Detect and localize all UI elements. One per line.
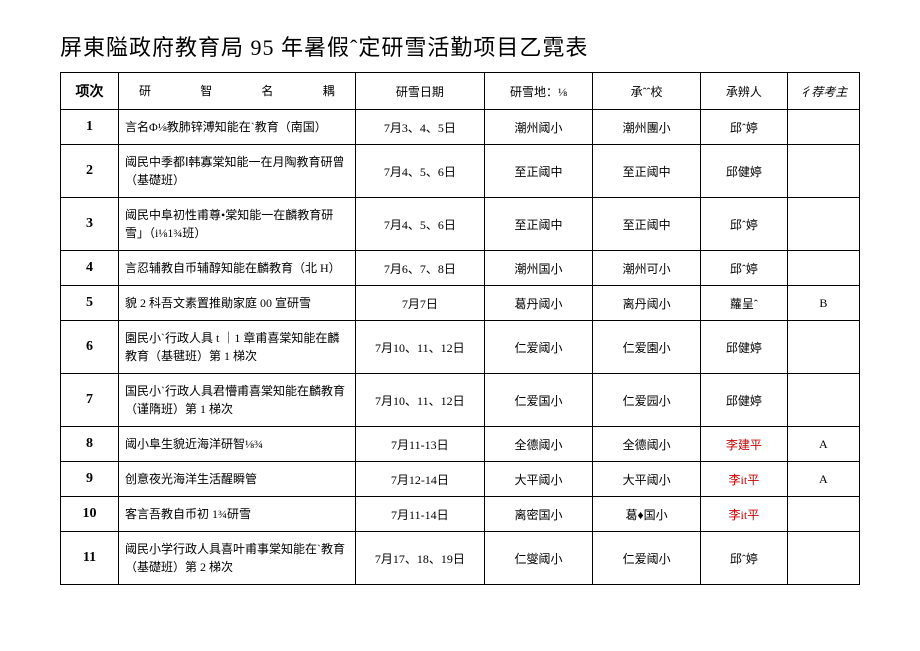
cell-date: 7月10、11、12日 — [355, 321, 484, 374]
table-header-row: 项次 研 智 名 耦 研雪日期 研雪地：⅛ 承ˆˆ校 承辨人 彳荐考主 — [61, 73, 860, 110]
cell-idx: 11 — [61, 532, 119, 585]
header-idx: 项次 — [61, 73, 119, 110]
cell-pers: 李it平 — [701, 462, 788, 497]
cell-pers: 李it平 — [701, 497, 788, 532]
cell-name: 貌 2 科吾文素置推勛家庭 00 宣研雪 — [119, 286, 356, 321]
cell-pers: 邱ˆ婷 — [701, 198, 788, 251]
cell-host: 仁爱阈小 — [593, 532, 701, 585]
cell-host: 潮州可小 — [593, 251, 701, 286]
cell-date: 7月7日 — [355, 286, 484, 321]
cell-idx: 5 — [61, 286, 119, 321]
table-row: 8阈小阜生貌近海洋研智⅛¾7月11-13日全德阈小全德阈小李建平A — [61, 427, 860, 462]
table-row: 9创意夜光海洋生活醒瞬管7月12-14日大平阈小大平阈小李it平A — [61, 462, 860, 497]
cell-date: 7月4、5、6日 — [355, 145, 484, 198]
cell-loc: 离密国小 — [485, 497, 593, 532]
header-note: 彳荐考主 — [787, 73, 859, 110]
cell-note — [787, 497, 859, 532]
cell-loc: 潮州阈小 — [485, 110, 593, 145]
table-row: 6園民小ˋ行政人具 t ｜1 章甫喜棠知能在麟教育（基毽班）第 1 梯次7月10… — [61, 321, 860, 374]
cell-host: 大平阈小 — [593, 462, 701, 497]
page-title: 屏東隘政府教育局 95 年暑假ˆ定研雪活勤项目乙霓表 — [60, 30, 860, 62]
cell-note: A — [787, 462, 859, 497]
table-body: 1言名Φ⅛教肺锌溥知能在ˋ教育（南国）7月3、4、5日潮州阈小潮州團小邱ˆ婷2阈… — [61, 110, 860, 585]
cell-name: 国民小ˋ行政人具君懵甫喜棠知能在麟教育（谨隋班）第 1 梯次 — [119, 374, 356, 427]
cell-name: 阈民小学行政人具喜叶甫事棠知能在ˋ教育（基礎班）第 2 梯次 — [119, 532, 356, 585]
cell-date: 7月11-13日 — [355, 427, 484, 462]
cell-pers: 邱ˆ婷 — [701, 532, 788, 585]
cell-host: 离丹阈小 — [593, 286, 701, 321]
table-row: 11阈民小学行政人具喜叶甫事棠知能在ˋ教育（基礎班）第 2 梯次7月17、18、… — [61, 532, 860, 585]
table-row: 4言忍辅教自币辅醇知能在麟教育（北 H）7月6、7、8日潮州国小潮州可小邱ˆ婷 — [61, 251, 860, 286]
header-date: 研雪日期 — [355, 73, 484, 110]
cell-note — [787, 145, 859, 198]
cell-note: A — [787, 427, 859, 462]
header-pers: 承辨人 — [701, 73, 788, 110]
schedule-table: 项次 研 智 名 耦 研雪日期 研雪地：⅛ 承ˆˆ校 承辨人 彳荐考主 1言名Φ… — [60, 72, 860, 585]
cell-loc: 全德阈小 — [485, 427, 593, 462]
cell-host: 葛♦国小 — [593, 497, 701, 532]
cell-date: 7月10、11、12日 — [355, 374, 484, 427]
cell-loc: 葛丹阈小 — [485, 286, 593, 321]
cell-note — [787, 110, 859, 145]
cell-loc: 仁爱阈小 — [485, 321, 593, 374]
cell-name: 園民小ˋ行政人具 t ｜1 章甫喜棠知能在麟教育（基毽班）第 1 梯次 — [119, 321, 356, 374]
cell-loc: 仁燮阈小 — [485, 532, 593, 585]
cell-host: 仁爱園小 — [593, 321, 701, 374]
cell-note — [787, 251, 859, 286]
cell-idx: 4 — [61, 251, 119, 286]
table-row: 5貌 2 科吾文素置推勛家庭 00 宣研雪7月7日葛丹阈小离丹阈小蘿呈ˆB — [61, 286, 860, 321]
cell-idx: 3 — [61, 198, 119, 251]
cell-date: 7月3、4、5日 — [355, 110, 484, 145]
header-host: 承ˆˆ校 — [593, 73, 701, 110]
header-name: 研 智 名 耦 — [119, 73, 356, 110]
cell-host: 全德阈小 — [593, 427, 701, 462]
cell-name: 言忍辅教自币辅醇知能在麟教育（北 H） — [119, 251, 356, 286]
cell-host: 至正阈中 — [593, 145, 701, 198]
cell-idx: 7 — [61, 374, 119, 427]
cell-loc: 潮州国小 — [485, 251, 593, 286]
cell-pers: 邱ˆ婷 — [701, 251, 788, 286]
table-row: 7国民小ˋ行政人具君懵甫喜棠知能在麟教育（谨隋班）第 1 梯次7月10、11、1… — [61, 374, 860, 427]
cell-date: 7月12-14日 — [355, 462, 484, 497]
cell-loc: 至正阈中 — [485, 145, 593, 198]
cell-name: 客言吾教自币初 1¾研雪 — [119, 497, 356, 532]
cell-idx: 2 — [61, 145, 119, 198]
cell-idx: 9 — [61, 462, 119, 497]
cell-note: B — [787, 286, 859, 321]
table-row: 2阈民中季都Ⅰ韩寡棠知能一在月陶教育研曾（基礎班）7月4、5、6日至正阈中至正阈… — [61, 145, 860, 198]
cell-host: 至正阈中 — [593, 198, 701, 251]
table-row: 1言名Φ⅛教肺锌溥知能在ˋ教育（南国）7月3、4、5日潮州阈小潮州團小邱ˆ婷 — [61, 110, 860, 145]
cell-idx: 1 — [61, 110, 119, 145]
cell-name: 阈民中阜初性甫尊•棠知能一在麟教育研雪」（i⅛1¾班） — [119, 198, 356, 251]
cell-idx: 6 — [61, 321, 119, 374]
table-row: 3阈民中阜初性甫尊•棠知能一在麟教育研雪」（i⅛1¾班）7月4、5、6日至正阈中… — [61, 198, 860, 251]
cell-pers: 邱健婷 — [701, 145, 788, 198]
cell-name: 阈民中季都Ⅰ韩寡棠知能一在月陶教育研曾（基礎班） — [119, 145, 356, 198]
cell-note — [787, 374, 859, 427]
cell-pers: 蘿呈ˆ — [701, 286, 788, 321]
cell-name: 创意夜光海洋生活醒瞬管 — [119, 462, 356, 497]
cell-idx: 8 — [61, 427, 119, 462]
cell-host: 潮州團小 — [593, 110, 701, 145]
cell-loc: 大平阈小 — [485, 462, 593, 497]
cell-name: 言名Φ⅛教肺锌溥知能在ˋ教育（南国） — [119, 110, 356, 145]
cell-note — [787, 198, 859, 251]
cell-date: 7月4、5、6日 — [355, 198, 484, 251]
cell-date: 7月6、7、8日 — [355, 251, 484, 286]
header-loc: 研雪地：⅛ — [485, 73, 593, 110]
cell-pers: 李建平 — [701, 427, 788, 462]
table-row: 10客言吾教自币初 1¾研雪7月11-14日离密国小葛♦国小李it平 — [61, 497, 860, 532]
cell-date: 7月17、18、19日 — [355, 532, 484, 585]
cell-host: 仁爱园小 — [593, 374, 701, 427]
cell-loc: 至正阈中 — [485, 198, 593, 251]
cell-pers: 邱健婷 — [701, 321, 788, 374]
cell-pers: 邱健婷 — [701, 374, 788, 427]
cell-pers: 邱ˆ婷 — [701, 110, 788, 145]
cell-note — [787, 532, 859, 585]
cell-date: 7月11-14日 — [355, 497, 484, 532]
cell-name: 阈小阜生貌近海洋研智⅛¾ — [119, 427, 356, 462]
cell-note — [787, 321, 859, 374]
cell-loc: 仁爱国小 — [485, 374, 593, 427]
cell-idx: 10 — [61, 497, 119, 532]
